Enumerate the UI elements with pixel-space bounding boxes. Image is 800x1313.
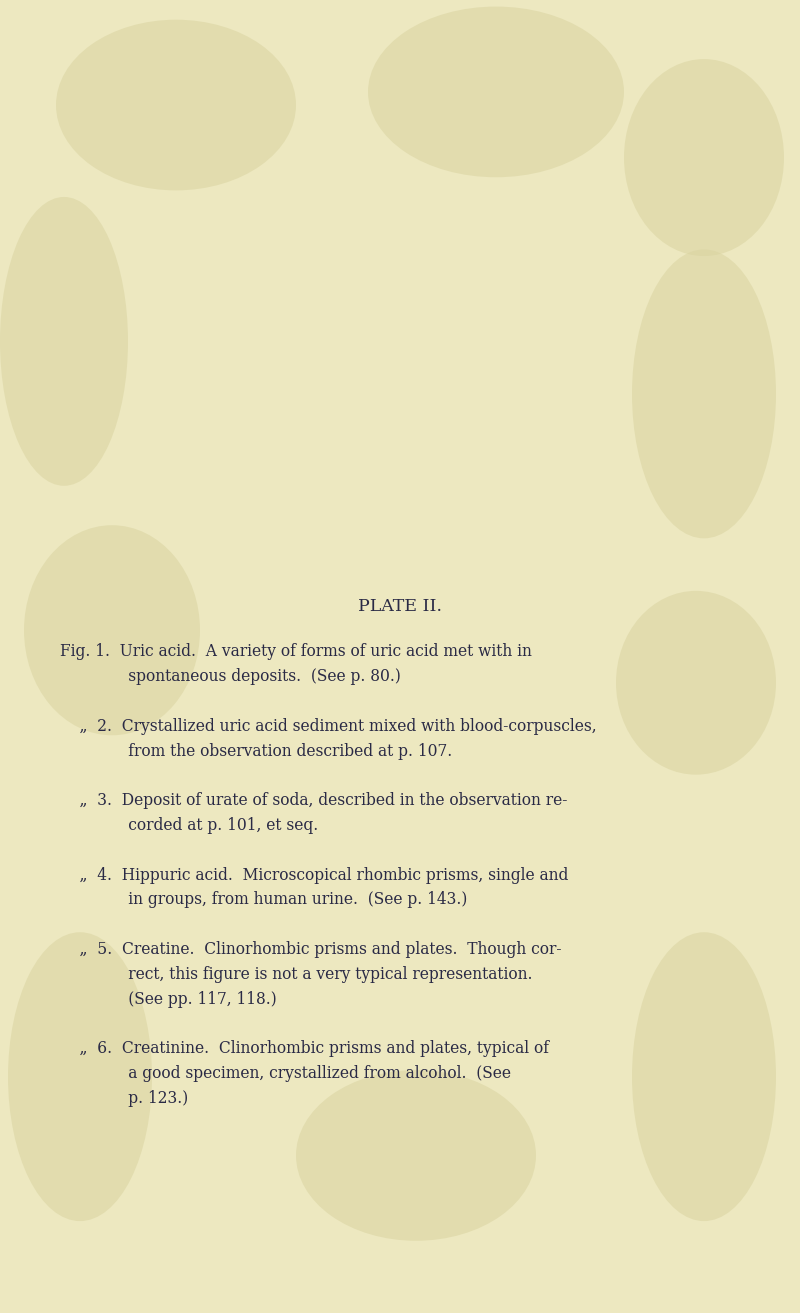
- Ellipse shape: [624, 59, 784, 256]
- Ellipse shape: [616, 591, 776, 775]
- Text: Fig. 1.  Uric acid.  A variety of forms of uric acid met with in
              s: Fig. 1. Uric acid. A variety of forms of…: [60, 643, 597, 1107]
- Ellipse shape: [8, 932, 152, 1221]
- Ellipse shape: [368, 7, 624, 177]
- Ellipse shape: [296, 1070, 536, 1241]
- Ellipse shape: [632, 249, 776, 538]
- Ellipse shape: [632, 932, 776, 1221]
- Ellipse shape: [0, 197, 128, 486]
- Ellipse shape: [56, 20, 296, 190]
- Text: PLATE II.: PLATE II.: [358, 599, 442, 614]
- Ellipse shape: [24, 525, 200, 735]
